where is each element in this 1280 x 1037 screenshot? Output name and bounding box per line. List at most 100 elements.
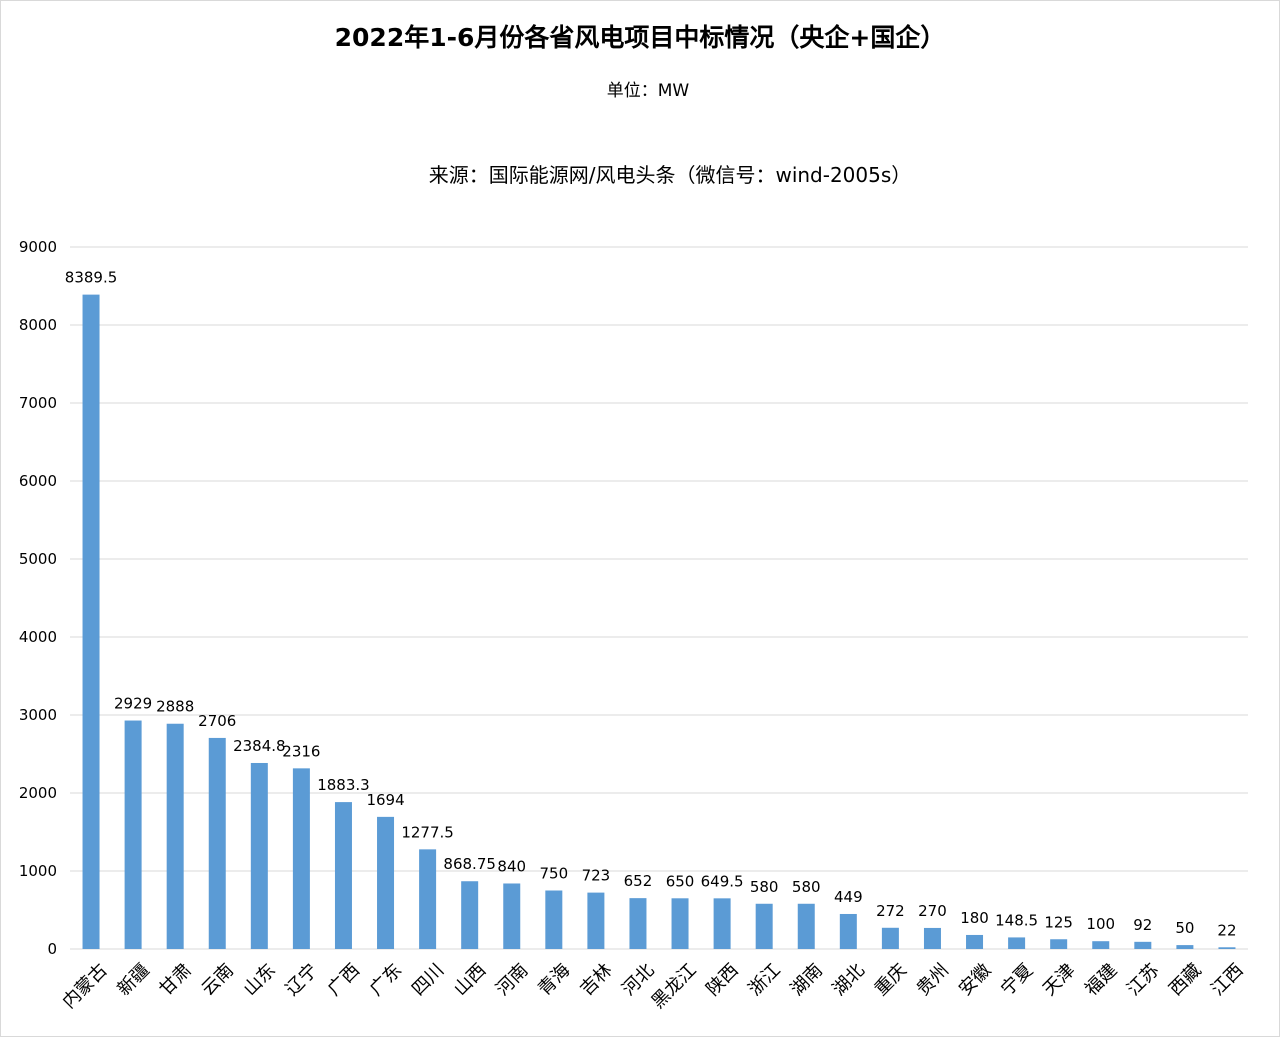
y-tick-label: 1000: [19, 862, 57, 880]
y-tick-label: 3000: [19, 706, 57, 724]
category-label: 甘肃: [155, 960, 195, 1000]
chart-source: 来源：国际能源网/风电头条（微信号：wind-2005s）: [428, 163, 912, 187]
category-label: 浙江: [744, 960, 784, 1000]
bar: [419, 849, 437, 949]
data-label: 580: [792, 878, 821, 896]
data-label: 650: [666, 872, 695, 890]
data-label: 100: [1086, 915, 1115, 933]
data-label: 125: [1044, 913, 1073, 931]
y-tick-label: 6000: [19, 472, 57, 490]
bar: [587, 892, 605, 949]
category-label: 四川: [408, 960, 448, 1000]
data-label: 649.5: [701, 872, 744, 890]
data-label: 652: [624, 872, 653, 890]
bar: [797, 903, 815, 949]
data-label: 8389.5: [65, 269, 118, 287]
y-tick-label: 7000: [19, 394, 57, 412]
data-label: 22: [1217, 921, 1236, 939]
gridlines: [70, 246, 1248, 950]
data-label: 270: [918, 902, 947, 920]
y-tick-label: 8000: [19, 316, 57, 334]
category-label: 天津: [1039, 960, 1079, 1000]
data-label: 723: [582, 867, 611, 885]
data-label: 180: [960, 909, 989, 927]
category-label: 新疆: [113, 960, 153, 1000]
data-label: 272: [876, 902, 905, 920]
bars: [82, 294, 1236, 949]
bar: [755, 903, 773, 949]
data-label: 840: [497, 857, 526, 875]
bar: [966, 934, 984, 949]
category-label: 江西: [1207, 960, 1247, 1000]
data-label: 1277.5: [401, 823, 454, 841]
category-label: 湖北: [829, 960, 869, 1000]
data-label: 580: [750, 878, 779, 896]
category-label: 宁夏: [997, 960, 1037, 1000]
data-label: 92: [1133, 916, 1152, 934]
data-label: 1694: [366, 791, 404, 809]
data-label: 2888: [156, 698, 194, 716]
data-label: 2316: [282, 742, 320, 760]
data-label: 148.5: [995, 911, 1038, 929]
bar: [839, 913, 857, 949]
bar: [124, 720, 142, 949]
bar: [250, 762, 268, 949]
bar: [1134, 941, 1152, 949]
category-label: 云南: [198, 960, 238, 1000]
category-label: 广东: [366, 960, 406, 1000]
y-tick-label: 2000: [19, 784, 57, 802]
bar: [713, 898, 731, 949]
data-label: 449: [834, 888, 863, 906]
bar: [503, 883, 521, 949]
category-label: 贵州: [913, 960, 953, 1000]
data-label: 2706: [198, 712, 236, 730]
y-tick-label: 0: [47, 940, 57, 958]
data-label: 50: [1175, 919, 1194, 937]
category-label: 湖南: [787, 960, 827, 1000]
y-tick-label: 4000: [19, 628, 57, 646]
bar: [208, 737, 226, 949]
bar: [1176, 945, 1194, 949]
category-label: 青海: [534, 960, 574, 1000]
bar: [1008, 937, 1026, 949]
category-label: 黑龙江: [648, 960, 701, 1013]
data-label: 868.75: [443, 855, 496, 873]
bar: [881, 927, 899, 949]
bar: [377, 816, 395, 949]
bar: [629, 898, 647, 949]
category-label: 内蒙古: [59, 960, 112, 1013]
category-label: 广西: [324, 960, 364, 1000]
category-label: 山东: [240, 960, 280, 1000]
bar: [82, 294, 100, 949]
category-label: 辽宁: [282, 960, 322, 1000]
bar: [923, 927, 941, 949]
category-label: 吉林: [576, 960, 616, 1000]
category-label: 河南: [492, 960, 532, 1000]
data-label: 1883.3: [317, 776, 370, 794]
chart-title: 2022年1-6月份各省风电项目中标情况（央企+国企）: [334, 23, 946, 52]
category-label: 西藏: [1165, 960, 1205, 1000]
data-label: 2384.8: [233, 737, 286, 755]
y-axis-ticks: 0 1000 2000 3000 4000 5000 6000 7000 8000 9000: [19, 238, 57, 958]
bar: [461, 881, 479, 949]
bar: [545, 890, 563, 949]
chart-unit: 单位：MW: [606, 81, 690, 101]
data-label: 2929: [114, 695, 152, 713]
bar: [1092, 941, 1110, 949]
bar: [1218, 947, 1236, 949]
category-label: 山西: [450, 960, 490, 1000]
bar: [292, 768, 310, 949]
y-tick-label: 5000: [19, 550, 57, 568]
bar: [166, 723, 184, 949]
bar: [1050, 939, 1068, 949]
bar: [671, 898, 689, 949]
category-label: 安徽: [955, 960, 995, 1000]
category-label: 福建: [1081, 960, 1121, 1000]
category-label: 陕西: [702, 960, 742, 1000]
data-label: 750: [540, 865, 569, 883]
category-label: 重庆: [871, 960, 911, 1000]
category-label: 江苏: [1123, 960, 1163, 1000]
